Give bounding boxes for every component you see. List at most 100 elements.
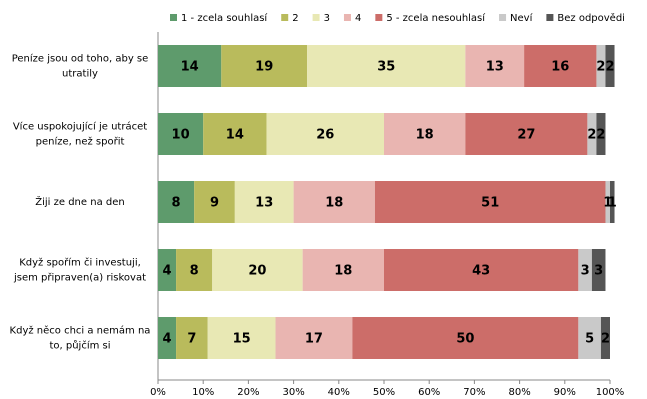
bar-segment	[158, 249, 177, 291]
legend-swatch	[546, 14, 554, 21]
value-label: 3	[581, 264, 590, 279]
bar-segment	[524, 45, 597, 87]
bar-segment	[596, 45, 606, 87]
value-label: 18	[334, 264, 352, 279]
value-label: 16	[551, 60, 569, 75]
bar-segment	[596, 113, 606, 155]
x-tick-label: 30%	[282, 387, 304, 398]
value-label: 35	[377, 60, 395, 75]
y-tick-label: utratily	[62, 69, 98, 80]
x-tick-label: 90%	[554, 387, 576, 398]
x-tick-label: 100%	[596, 387, 625, 398]
y-tick-label: Více uspokojující je utrácet	[13, 121, 147, 133]
bar-segment	[203, 113, 267, 155]
x-tick-label: 60%	[418, 387, 440, 398]
x-tick-label: 70%	[463, 387, 485, 398]
value-label: 27	[517, 128, 535, 143]
bar-segment	[578, 249, 592, 291]
value-label: 2	[596, 128, 605, 143]
value-label: 26	[316, 128, 334, 143]
bar-segment	[610, 181, 615, 223]
bar-segment	[384, 113, 466, 155]
y-tick-label: Peníze jsou od toho, aby se	[12, 53, 149, 65]
value-label: 19	[255, 60, 273, 75]
x-tick-label: 10%	[192, 387, 214, 398]
value-label: 2	[605, 60, 614, 75]
bar-segment	[212, 249, 303, 291]
legend-swatch	[343, 14, 351, 21]
x-tick-label: 20%	[237, 387, 259, 398]
bar-segment	[176, 317, 208, 359]
bar-segment	[465, 45, 525, 87]
value-label: 13	[486, 60, 504, 75]
bar-segment	[207, 317, 276, 359]
bar-segment	[374, 181, 606, 223]
bar-segment	[234, 181, 294, 223]
bar-segment	[352, 317, 579, 359]
value-label: 2	[587, 128, 596, 143]
bar-segment	[275, 317, 353, 359]
bar-segment	[302, 249, 384, 291]
x-tick-label: 50%	[373, 387, 395, 398]
value-label: 2	[596, 60, 605, 75]
y-tick-label: to, půjčím si	[49, 340, 110, 352]
value-label: 14	[226, 128, 244, 143]
bar-segment	[158, 317, 177, 359]
legend-swatch	[499, 14, 507, 21]
value-label: 2	[601, 332, 610, 347]
y-tick-label: jsem připraven(a) riskovat	[13, 272, 146, 284]
value-label: 9	[210, 196, 219, 211]
bar-segment	[591, 249, 606, 291]
x-tick-label: 80%	[508, 387, 530, 398]
value-label: 13	[255, 196, 273, 211]
y-tick-label: Když něco chci a nemám na	[10, 325, 151, 337]
value-label: 4	[163, 264, 172, 279]
legend-swatch	[312, 14, 320, 21]
bar-segment	[605, 45, 615, 87]
legend-label: 3	[324, 13, 330, 24]
value-label: 8	[190, 264, 199, 279]
bar-segment	[578, 317, 601, 359]
value-label: 5	[585, 332, 594, 347]
y-tick-label: Žiji ze dne na den	[35, 195, 124, 208]
legend-label: 2	[292, 13, 298, 24]
bar-segment	[158, 113, 204, 155]
value-label: 51	[481, 196, 499, 211]
value-label: 18	[416, 128, 434, 143]
bar-segment	[293, 181, 375, 223]
bar-segment	[605, 181, 610, 223]
legend-swatch	[170, 14, 177, 21]
value-label: 20	[248, 264, 266, 279]
y-tick-label: peníze, než spořit	[36, 136, 125, 148]
legend-label: Neví	[510, 12, 534, 24]
bar-segment	[176, 249, 213, 291]
value-label: 1	[608, 196, 617, 211]
value-label: 4	[163, 332, 172, 347]
legend-label: 4	[355, 13, 361, 24]
bar-segment	[307, 45, 466, 87]
value-label: 10	[172, 128, 190, 143]
bar-segment	[158, 45, 222, 87]
value-label: 3	[594, 264, 603, 279]
bar-segment	[587, 113, 597, 155]
bar-segment	[600, 317, 610, 359]
legend-label: Bez odpovědi	[557, 12, 625, 24]
value-label: 1	[603, 196, 612, 211]
bar-segment	[266, 113, 384, 155]
value-label: 14	[181, 60, 199, 75]
value-label: 7	[187, 332, 196, 347]
legend-label: 5 - zcela nesouhlasí	[386, 12, 486, 24]
x-tick-label: 40%	[328, 387, 350, 398]
value-label: 17	[305, 332, 323, 347]
bar-segment	[384, 249, 579, 291]
bar-segment	[465, 113, 588, 155]
y-tick-label: Když spořím či investuji,	[19, 257, 141, 269]
value-label: 15	[233, 332, 251, 347]
legend-swatch	[375, 14, 383, 21]
legend-label: 1 - zcela souhlasí	[181, 12, 268, 24]
legend-swatch	[281, 14, 289, 21]
bar-segment	[194, 181, 235, 223]
value-label: 8	[172, 196, 181, 211]
bar-segment	[221, 45, 308, 87]
